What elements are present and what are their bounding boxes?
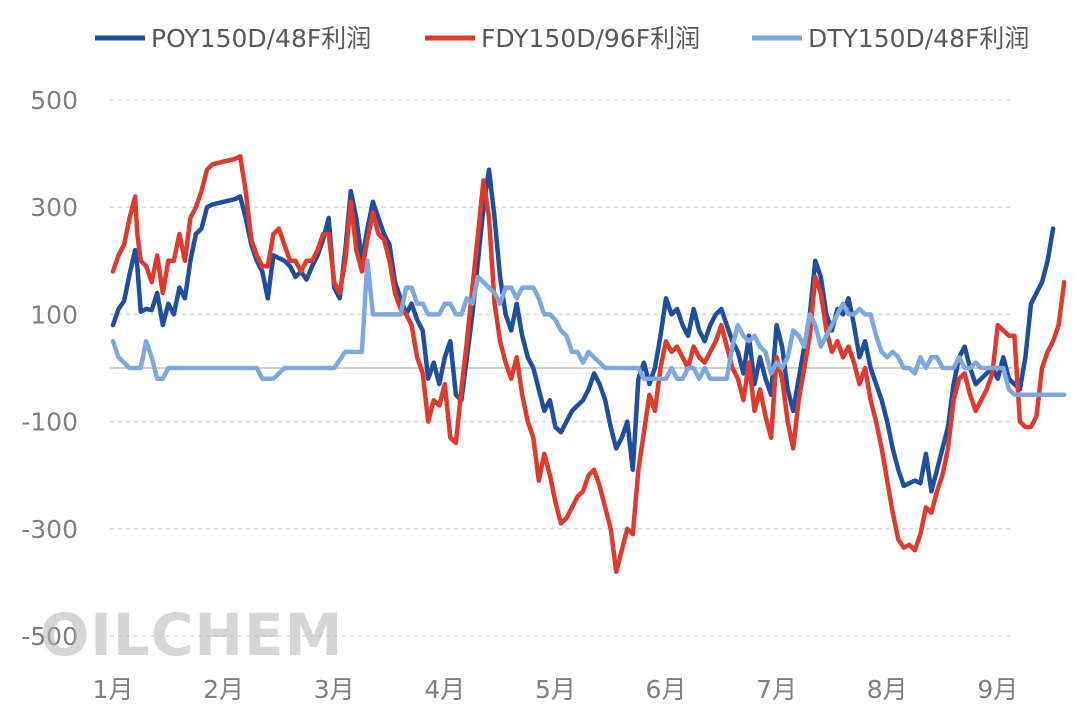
legend: POY150D/48F利润 FDY150D/96F利润 DTY150D/48F利润 <box>95 24 1029 53</box>
y-axis: 500 300 100 -100 -300 -500 <box>21 86 78 651</box>
x-tick-label: 3月 <box>314 675 355 704</box>
series-line-1 <box>110 154 1067 574</box>
legend-label-0: POY150D/48F利润 <box>151 24 371 53</box>
x-tick-label: 5月 <box>535 675 576 704</box>
gridlines <box>110 99 1012 637</box>
y-tick-label: -100 <box>21 408 78 437</box>
x-axis: 1月 2月 3月 4月 5月 6月 7月 8月 9月 <box>93 675 1019 704</box>
y-tick-label: -500 <box>21 622 78 651</box>
legend-label-2: DTY150D/48F利润 <box>808 24 1029 53</box>
x-tick-label: 1月 <box>93 675 134 704</box>
x-tick-label: 7月 <box>756 675 797 704</box>
series-line-2 <box>110 258 1067 398</box>
x-tick-label: 6月 <box>646 675 687 704</box>
series-lines <box>110 154 1067 574</box>
y-tick-label: -300 <box>21 515 78 544</box>
y-tick-label: 500 <box>30 86 78 115</box>
x-tick-label: 4月 <box>424 675 465 704</box>
x-tick-label: 2月 <box>203 675 244 704</box>
x-tick-label: 8月 <box>867 675 908 704</box>
series-line-0 <box>110 167 1056 494</box>
x-tick-label: 9月 <box>977 675 1018 704</box>
watermark-logo: OILCHEM <box>40 601 343 669</box>
legend-label-1: FDY150D/96F利润 <box>481 24 700 53</box>
y-tick-label: 300 <box>30 193 78 222</box>
y-tick-label: 100 <box>30 300 78 329</box>
